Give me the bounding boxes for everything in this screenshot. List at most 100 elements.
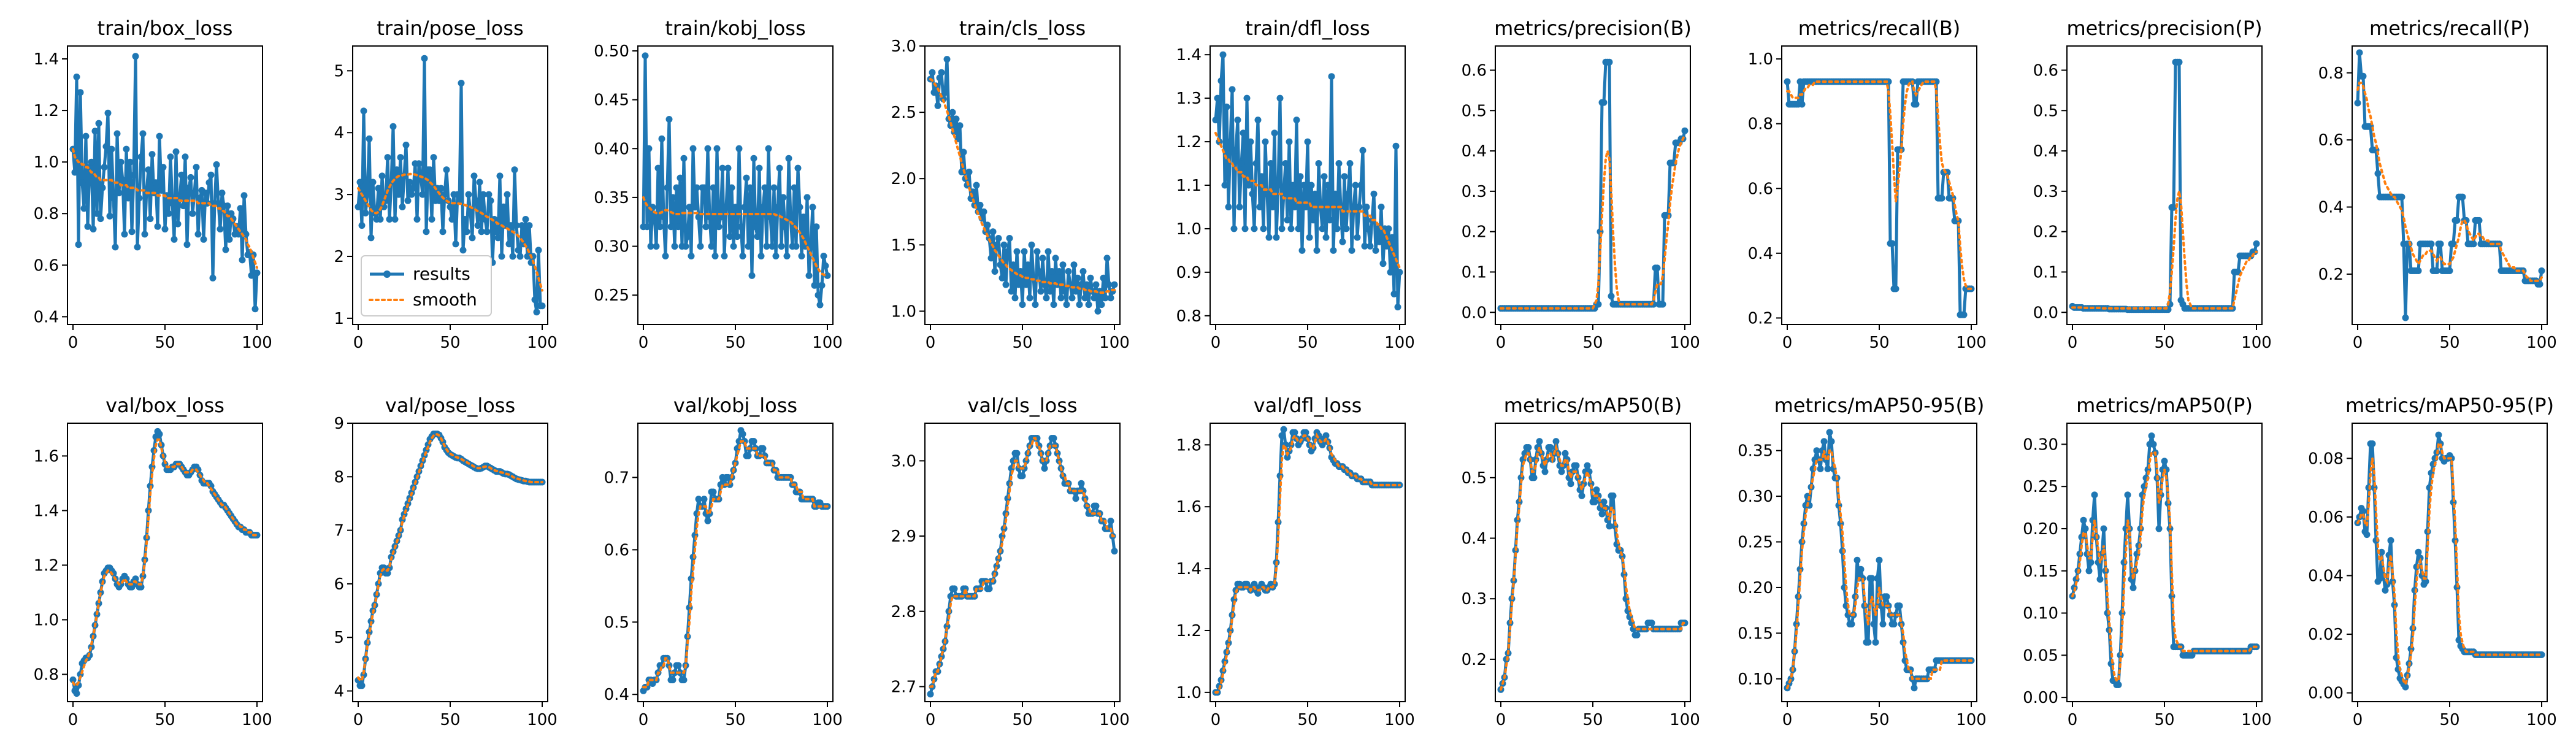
panel-title: val/cls_loss (967, 394, 1077, 417)
results-point (1960, 311, 1968, 318)
x-tick-label: 50 (440, 334, 460, 352)
y-tick-label: 1.4 (1176, 46, 1202, 64)
smooth-series-line (72, 148, 258, 269)
results-point (1225, 204, 1232, 210)
results-point (739, 253, 746, 259)
results-point (675, 223, 682, 231)
results-point (1350, 204, 1357, 210)
subplot-metrics-recall-b-: metrics/recall(B) 0 50 100 0.2 0.4 0.6 0.8 1.0 (1748, 17, 1987, 352)
y-tick-label: 1 (334, 310, 344, 328)
results-point (2415, 267, 2422, 274)
results-point (765, 145, 772, 152)
results-point (752, 223, 759, 231)
results-point (1346, 160, 1354, 167)
results-point (426, 166, 434, 174)
results-point (697, 243, 704, 250)
results-point (358, 222, 366, 229)
axes-frame (1781, 45, 1977, 325)
results-point (822, 262, 829, 269)
results-point (677, 174, 684, 182)
y-tick-label: 9 (334, 415, 344, 433)
results-point (217, 226, 224, 232)
results-point (1525, 444, 1532, 451)
results-point (953, 115, 960, 123)
results-point (1245, 182, 1252, 189)
results-point (1278, 225, 1286, 232)
results-point (139, 130, 147, 137)
results-point (413, 216, 421, 223)
y-tick-label: 0.8 (1748, 115, 1773, 134)
results-point (1306, 234, 1313, 241)
results-point (435, 197, 443, 204)
results-point (378, 172, 386, 180)
results-point (1079, 487, 1087, 494)
results-point (1013, 450, 1021, 457)
results-point (1286, 138, 1293, 145)
results-point (710, 184, 717, 191)
results-point (463, 228, 470, 236)
legend: results smooth (361, 255, 492, 316)
y-tick-label: 0.8 (2318, 64, 2344, 83)
results-point (136, 194, 143, 202)
results-point (1008, 288, 1015, 295)
y-tick-label: 0.35 (594, 189, 629, 207)
results-point (141, 231, 148, 238)
x-tick-label: 100 (1099, 334, 1130, 352)
y-tick-label: 0.20 (2023, 520, 2058, 539)
results-point (1372, 247, 1379, 254)
results-point (936, 74, 943, 82)
results-point (404, 197, 412, 204)
results-point (509, 253, 516, 260)
smooth-series-line (929, 78, 1116, 294)
y-tick-label: 0.50 (594, 42, 629, 61)
results-point (1853, 556, 1861, 564)
results-point (684, 233, 691, 240)
results-point (1784, 78, 1791, 85)
results-point (69, 676, 77, 683)
results-point (1033, 248, 1041, 255)
results-point (1600, 498, 1608, 505)
results-point (1078, 281, 1085, 288)
results-point (816, 301, 824, 309)
results-point (505, 240, 513, 248)
results-point (750, 155, 757, 162)
results-point (792, 243, 800, 250)
y-tick-label: 0.45 (594, 91, 629, 110)
results-point (1359, 147, 1367, 154)
y-tick-label: 0.10 (1738, 670, 1773, 689)
results-point (200, 236, 207, 243)
results-point (1302, 204, 1309, 210)
results-point (1061, 288, 1068, 295)
results-series-line (71, 55, 259, 311)
x-tick-label: 0 (353, 334, 364, 352)
x-tick-label: 50 (2439, 334, 2459, 352)
y-tick-label: 0.8 (1176, 307, 1202, 326)
results-point (513, 222, 520, 229)
results-point (719, 164, 726, 172)
x-tick-label: 50 (440, 711, 460, 729)
axes-frame (1495, 45, 1691, 325)
results-point (1324, 182, 1332, 189)
results-point (377, 216, 384, 223)
axes-frame (352, 45, 548, 325)
results-point (2538, 651, 2545, 658)
results-point (193, 164, 200, 171)
results-point (741, 204, 748, 211)
results-point (522, 216, 529, 223)
results-point (1212, 117, 1219, 124)
y-tick-label: 0.2 (2033, 223, 2058, 242)
results-point (2082, 525, 2089, 532)
subplot-metrics-map50-b-: metrics/mAP50(B) 0 50 100 0.2 0.3 0.4 0.5 (1462, 394, 1700, 729)
results-point (662, 253, 669, 259)
results-point (1648, 619, 1655, 627)
results-point (500, 203, 507, 210)
results-point (1363, 204, 1370, 210)
results-point (980, 208, 987, 215)
results-point (1883, 593, 1890, 600)
results-point (1098, 301, 1105, 309)
panel-title: train/pose_loss (377, 17, 523, 40)
results-point (1376, 238, 1383, 245)
results-markers (927, 435, 1118, 698)
results-point (524, 253, 531, 260)
results-point (253, 532, 261, 539)
